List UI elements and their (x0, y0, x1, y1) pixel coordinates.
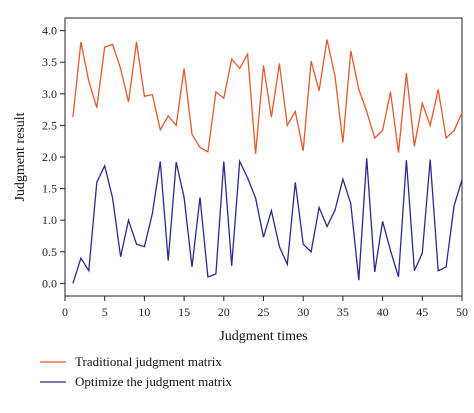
x-tick-label: 15 (178, 305, 190, 319)
plot-frame (64, 17, 463, 297)
x-tick-label: 35 (337, 305, 349, 319)
x-tick-label: 5 (102, 305, 108, 319)
y-tick-label: 3.5 (42, 55, 57, 69)
x-axis-title: Judgment times (219, 329, 307, 344)
x-tick-label: 25 (258, 305, 270, 319)
x-tick-label: 20 (218, 305, 230, 319)
y-tick-label: 4.0 (42, 24, 57, 38)
x-tick-label: 30 (297, 305, 309, 319)
x-tick-label: 40 (377, 305, 389, 319)
plot-area (64, 17, 463, 297)
x-tick-label: 10 (138, 305, 150, 319)
y-axis-title: Judgment result (13, 112, 28, 201)
y-tick-label: 0.5 (42, 245, 57, 259)
series-layer (72, 39, 463, 284)
x-tick-label: 0 (62, 305, 68, 319)
y-tick-label: 1.0 (42, 213, 57, 227)
y-tick-label: 1.5 (42, 182, 57, 196)
y-tick-label: 2.0 (42, 150, 57, 164)
x-tick-label: 45 (416, 305, 428, 319)
series-line-optimized (72, 158, 463, 284)
y-tick-label: 0.0 (42, 276, 57, 290)
y-axis-ticks: 0.0 0.5 1.0 1.5 2.0 2.5 3.0 3.5 4.0 (42, 24, 65, 290)
x-tick-label: 50 (456, 305, 468, 319)
series-line-traditional (72, 39, 463, 154)
legend-label-traditional: Traditional judgment matrix (75, 354, 222, 369)
y-tick-label: 3.0 (42, 87, 57, 101)
legend: Traditional judgment matrix Optimize the … (40, 354, 233, 389)
x-axis-ticks: 0 5 10 15 20 25 30 35 40 45 50 (62, 296, 468, 319)
legend-label-optimized: Optimize the judgment matrix (75, 374, 233, 389)
y-tick-label: 2.5 (42, 118, 57, 132)
